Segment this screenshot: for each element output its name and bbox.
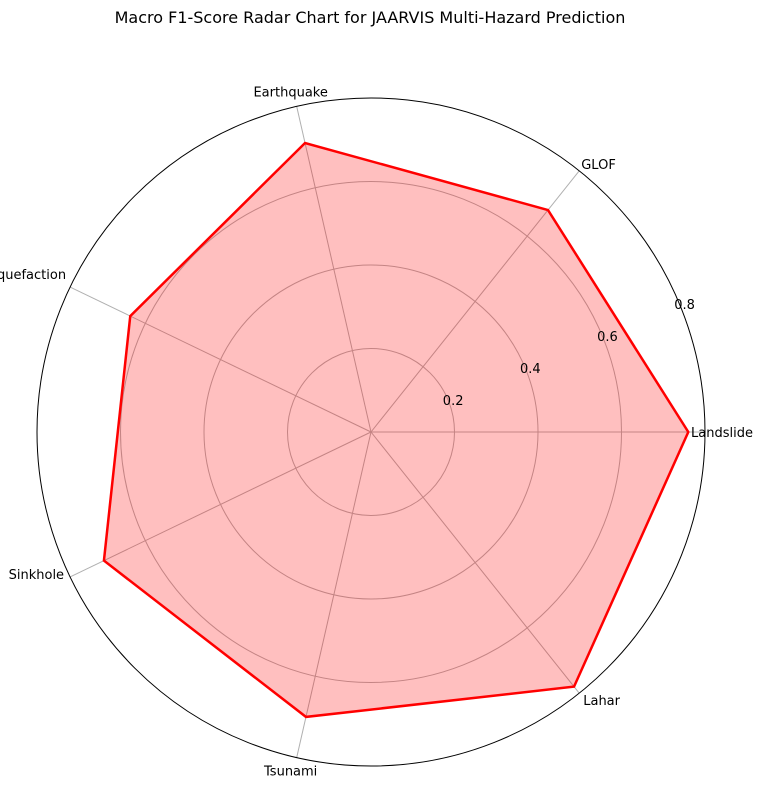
series-area: [103, 143, 689, 717]
category-label-earthquake: Earthquake: [253, 85, 327, 100]
grid-spoke: [69, 286, 372, 433]
category-label-lahar: Lahar: [583, 694, 620, 709]
grid-layer: [69, 106, 705, 758]
category-label-liquefaction: Liquefaction: [0, 268, 66, 283]
grid-spoke: [296, 431, 372, 758]
label-layer: Landslide GLOF Earthquake Liquefaction Sinkh…: [0, 85, 753, 779]
category-label-tsunami: Tsunami: [263, 765, 317, 780]
outer-frame: [36, 97, 706, 767]
category-label-glof: GLOF: [581, 158, 616, 173]
chart-title: Macro F1-Score Radar Chart for JAARVIS M…: [115, 8, 626, 27]
grid-spoke: [69, 431, 372, 578]
r-tick-label: 0.8: [674, 298, 695, 313]
grid-spoke: [370, 170, 580, 433]
category-label-landslide: Landslide: [691, 426, 753, 441]
r-tick-label: 0.2: [443, 394, 464, 409]
r-tick-label: 0.6: [597, 330, 618, 345]
category-label-sinkhole: Sinkhole: [9, 568, 64, 583]
series-line: [102, 141, 690, 719]
data-layer: [102, 141, 690, 719]
grid-spoke: [370, 431, 580, 694]
r-tick-label: 0.4: [520, 362, 541, 377]
frame-layer: [36, 97, 706, 767]
grid-spoke: [296, 106, 372, 433]
